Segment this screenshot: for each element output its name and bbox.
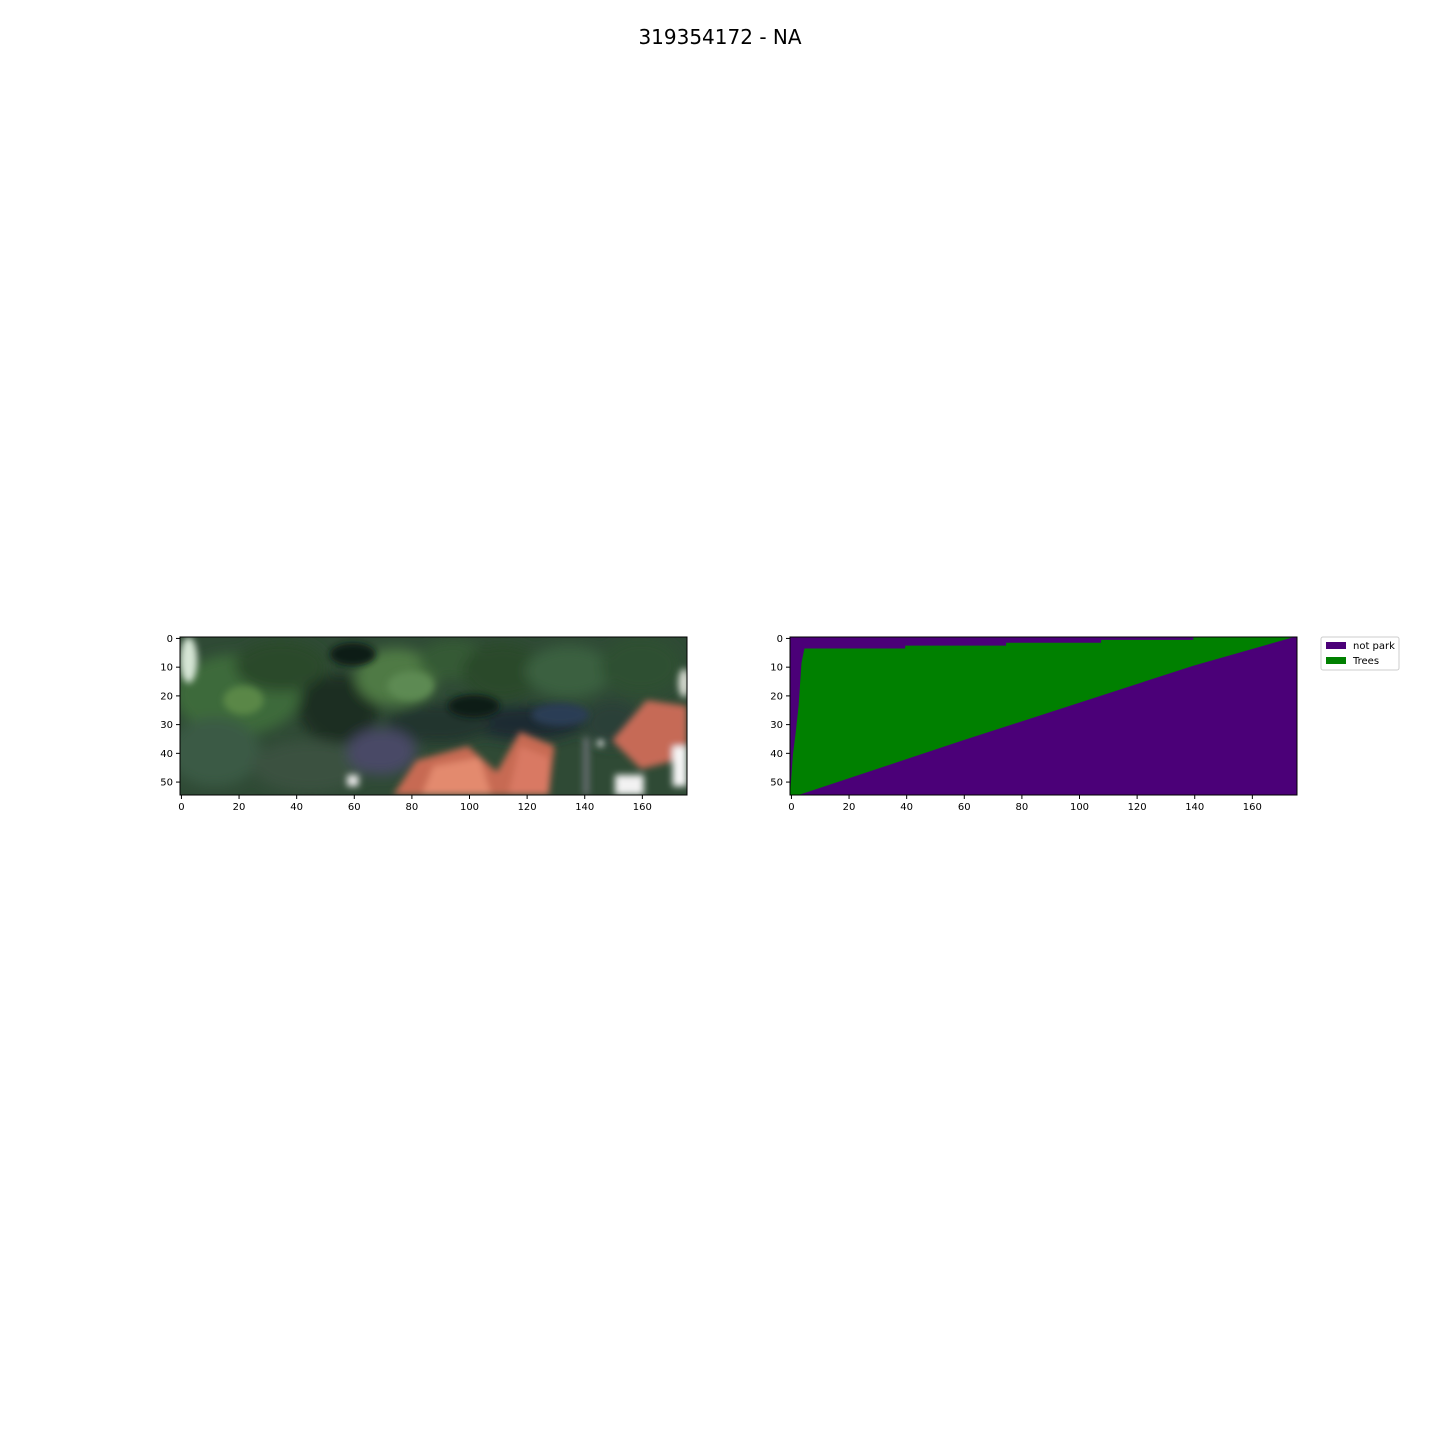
y-tick-label: 20 <box>770 691 783 702</box>
x-tick-label: 40 <box>290 802 303 813</box>
x-tick-label: 140 <box>1185 802 1204 813</box>
x-tick-label: 20 <box>843 802 856 813</box>
x-tick-label: 80 <box>1016 802 1029 813</box>
mask-trees-region <box>790 637 1295 795</box>
y-tick-label: 30 <box>770 720 783 731</box>
figure-title: 319354172 - NA <box>638 25 801 49</box>
x-tick-label: 0 <box>178 802 184 813</box>
y-tick-label: 40 <box>160 749 173 760</box>
y-tick-label: 50 <box>160 778 173 789</box>
x-tick-label: 0 <box>788 802 794 813</box>
satellite-y-axis: 0 10 20 30 40 50 <box>160 634 180 789</box>
x-tick-label: 80 <box>406 802 419 813</box>
y-tick-label: 0 <box>167 634 173 645</box>
mask-y-axis: 0 10 20 30 40 50 <box>770 634 790 789</box>
x-tick-label: 20 <box>233 802 246 813</box>
y-tick-label: 20 <box>160 691 173 702</box>
x-tick-label: 60 <box>348 802 361 813</box>
segmentation-mask-panel: 0 20 40 60 80 100 120 140 160 0 10 20 30 40 50 <box>770 634 1298 813</box>
y-tick-label: 50 <box>770 778 783 789</box>
x-tick-label: 60 <box>958 802 971 813</box>
satellite-image <box>180 637 687 795</box>
legend: not park Trees <box>1320 636 1400 671</box>
mask-x-axis: 0 20 40 60 80 100 120 140 160 <box>788 795 1262 813</box>
y-tick-label: 30 <box>160 720 173 731</box>
y-tick-label: 10 <box>160 663 173 674</box>
legend-swatch-trees <box>1326 657 1346 664</box>
x-tick-label: 160 <box>1243 802 1262 813</box>
x-tick-label: 40 <box>900 802 913 813</box>
x-tick-label: 140 <box>575 802 594 813</box>
y-tick-label: 40 <box>770 749 783 760</box>
legend-swatch-not-park <box>1326 642 1346 649</box>
x-tick-label: 100 <box>1070 802 1089 813</box>
legend-label-not-park: not park <box>1353 641 1395 652</box>
satellite-x-axis: 0 20 40 60 80 100 120 140 160 <box>178 795 652 813</box>
y-tick-label: 0 <box>777 634 783 645</box>
segmentation-mask-frame <box>789 636 1298 796</box>
x-tick-label: 120 <box>518 802 537 813</box>
x-tick-label: 100 <box>460 802 479 813</box>
satellite-image-panel: 0 20 40 60 80 100 120 140 160 0 10 20 30 40 50 <box>160 634 688 813</box>
legend-label-trees: Trees <box>1352 656 1379 667</box>
satellite-image-frame <box>179 636 688 796</box>
x-tick-label: 160 <box>633 802 652 813</box>
y-tick-label: 10 <box>770 663 783 674</box>
x-tick-label: 120 <box>1128 802 1147 813</box>
